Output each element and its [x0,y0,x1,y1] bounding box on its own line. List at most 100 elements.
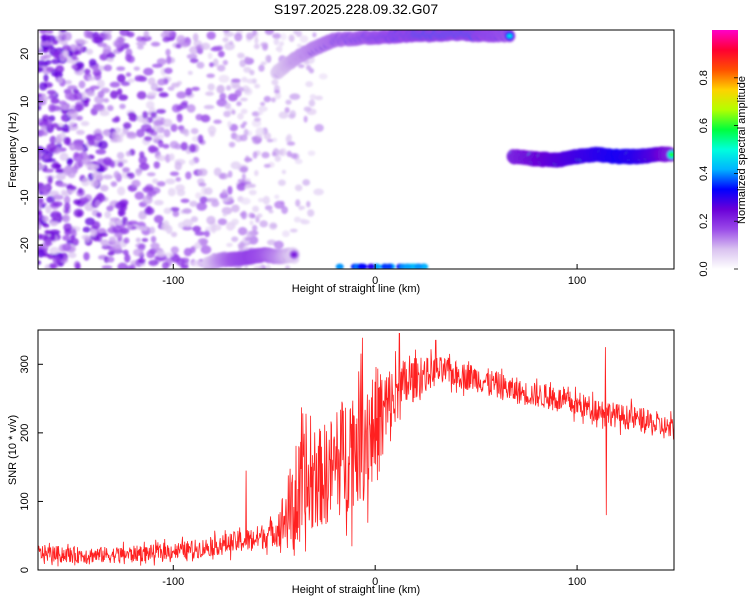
spectrogram-noise-cell [76,129,85,135]
spectrogram-noise-cell [237,52,245,59]
spectrogram-noise-cell [153,161,161,169]
spectrogram-noise-cell [95,148,107,155]
spectrogram-noise-cell [237,113,244,120]
spectrogram-noise-cell [45,120,53,127]
spectrogram-noise-cell [249,220,254,226]
spectrogram-noise-cell [66,158,74,164]
spectrogram-noise-cell [64,91,74,101]
spectrogram-noise-cell [181,225,193,231]
spectrogram-noise-cell [227,120,232,128]
spectrogram-x-tick-label: -100 [162,275,184,287]
spectrogram-noise-cell [162,143,170,149]
spectrogram-noise-cell [318,73,328,80]
snr-y-ticks: 0 100 200 300 [19,355,43,573]
spectrogram-noise-cell [116,66,126,71]
spectrogram-noise-cell [314,123,324,132]
spectrogram-noise-cell [73,208,84,218]
spectrogram-noise-cell [103,64,113,72]
spectrogram-noise-cell [268,209,274,214]
spectrogram-noise-cell [97,42,107,48]
spectrogram-noise-cell [133,66,141,71]
snr-y-tick-label: 300 [19,355,31,373]
spectrogram-noise-cell [129,263,136,269]
spectrogram-noise-cell [240,108,248,115]
spectrogram-noise-cell [230,161,241,170]
spectrogram-noise-cell [227,185,233,195]
figure-title: S197.2025.228.09.32.G07 [274,1,438,17]
spectrogram-noise-cell [97,140,108,150]
spectrogram-noise-cell [167,86,175,91]
spectrogram-noise-cell [253,265,260,269]
spectrogram-noise-cell [171,82,180,88]
spectrogram-noise-cell [307,209,315,217]
spectrogram-noise-cell [38,82,48,91]
spectrogram-noise-cell [216,64,226,72]
spectrogram-noise-cell [186,104,196,113]
spectrogram-noise-cell [256,213,263,218]
spectrogram-noise-cell [51,123,59,129]
spectrogram-noise-cell [87,138,95,146]
spectrogram-noise-cell [194,231,206,236]
spectrogram-ridge-cell [335,263,344,269]
spectrogram-noise-cell [125,150,131,157]
snr-x-tick-label: -100 [162,576,184,588]
spectrogram-noise-cell [138,210,147,220]
spectrogram-noise-cell [285,99,292,105]
spectrogram-noise-cell [84,236,90,243]
spectrogram-noise-cell [136,91,147,100]
colorbar-label: Normalized spectral amplitude [736,76,748,224]
spectrogram-noise-cell [285,265,291,269]
spectrogram-noise-cell [69,234,76,241]
spectrogram-noise-cell [282,230,290,238]
spectrogram-noise-cell [221,206,233,215]
spectrogram-noise-cell [222,59,228,66]
spectrogram-noise-cell [176,35,186,45]
spectrogram-noise-cell [265,264,271,269]
spectrogram-noise-cell [298,205,303,211]
spectrogram-noise-cell [156,58,167,66]
spectrogram-noise-cell [127,111,136,118]
spectrogram-noise-cell [62,50,69,58]
spectrogram-noise-cell [174,161,182,171]
spectrogram-noise-cell [112,240,121,248]
spectrogram-noise-cell [264,30,274,36]
spectrogram-noise-cell [109,81,121,88]
spectrogram-noise-cell [231,218,239,226]
spectrogram-noise-cell [52,201,63,207]
spectrogram-noise-cell [38,153,42,162]
spectrogram-noise-cell [156,249,166,258]
spectrogram-noise-cell [63,195,71,205]
spectrogram-noise-cell [64,202,71,211]
spectrogram-noise-cell [88,58,97,66]
spectrogram-noise-cell [254,83,261,89]
spectrogram-noise-cell [127,220,139,226]
snr-y-tick-label: 100 [19,492,31,510]
spectrogram-noise-cell [168,31,175,38]
spectrogram-noise-cell [176,105,184,111]
snr-panel: -100 0 100 0 100 200 300 Height of straight l… [7,329,675,596]
spectrogram-noise-cell [45,205,52,214]
spectrogram-noise-cell [155,109,166,114]
spectrogram-noise-cell [306,200,311,208]
spectrogram-noise-cell [180,141,188,151]
spectrogram-noise-cell [281,169,287,175]
spectrogram-noise-cell [113,170,120,179]
spectrogram-noise-cell [122,167,130,173]
spectrogram-noise-cell [41,34,47,43]
spectrogram-noise-cell [234,32,243,42]
spectrogram-noise-cell [136,36,144,42]
spectrogram-noise-cell [199,196,208,204]
spectrogram-noise-cell [265,55,271,63]
spectrogram-noise-cell [106,256,115,263]
spectrogram-noise-cell [44,239,52,247]
spectrogram-noise-cell [100,239,110,247]
colorbar-tick-label: 0.0 [698,261,710,276]
spectrogram-noise-cell [303,106,312,112]
spectrogram-noise-cell [270,97,276,103]
spectrogram-noise-cell [136,128,145,138]
spectrogram-noise-cell [274,194,280,200]
spectrogram-noise-cell [227,170,233,178]
spectrogram-noise-cell [44,264,51,269]
spectrogram-noise-cell [168,153,175,161]
spectrogram-noise-cell [64,80,72,85]
